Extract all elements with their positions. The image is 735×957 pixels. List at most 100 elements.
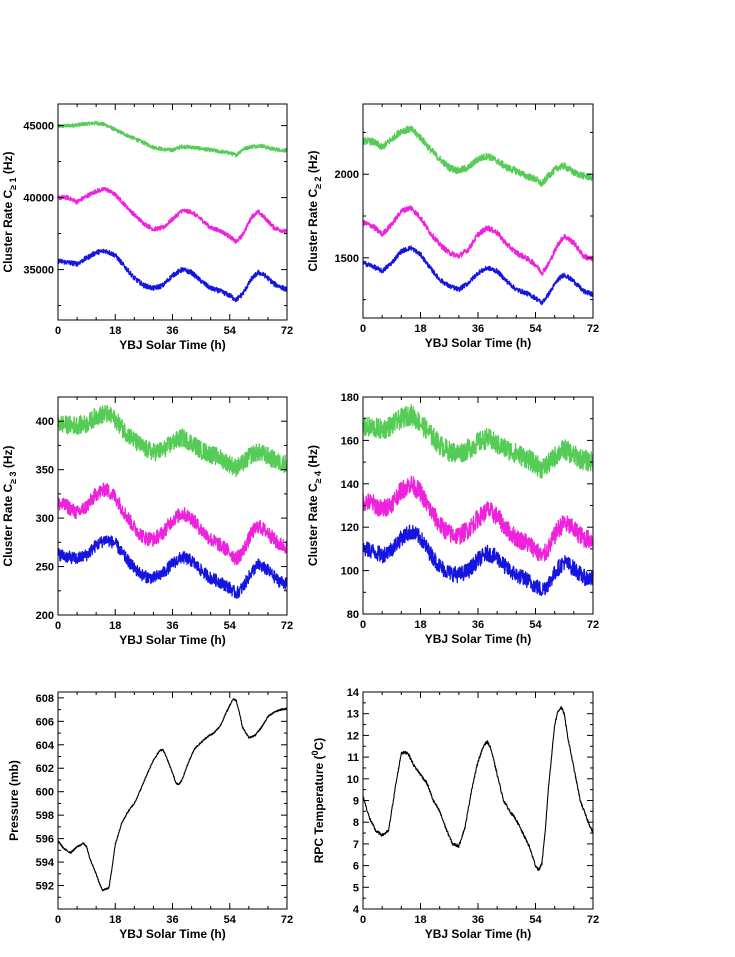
x-tick-label-c3-4: 72 (281, 620, 293, 632)
plot-frame-c1 (57, 103, 288, 321)
chart-c6: 0 18 36 54 72 4 5 6 7 8 9 10 11 12 13 14 YBJ Solar Time … (310, 687, 599, 941)
y-tick-label-c4-5: 180 (341, 392, 359, 404)
y-axis-label-c4: Cluster Rate C≥ 4 (Hz) (306, 445, 323, 566)
chart-c1: 0 18 36 54 72 35000 40000 45000 YBJ Solar Time (… (1, 103, 293, 352)
y-tick-label-c4-3: 140 (341, 479, 359, 491)
y-axis-label-part: Pressure (mb) (7, 760, 21, 841)
series-line-c2-2 (362, 245, 594, 306)
series-line-c4-1 (362, 475, 594, 562)
x-tick-label-c6-4: 72 (587, 914, 599, 926)
y-tick-label-c4-2: 120 (341, 522, 359, 534)
x-tick-label-c2-3: 54 (529, 323, 542, 335)
x-tick-label-c4-3: 54 (529, 619, 542, 631)
y-tick-label-c3-1: 250 (36, 562, 54, 574)
series-line-c1-1 (57, 186, 288, 244)
x-tick-label-c5-2: 36 (166, 914, 178, 926)
x-tick-label-c6-0: 0 (360, 914, 366, 926)
plot-frame-c5 (57, 691, 288, 910)
series-line-c3-0 (57, 405, 288, 478)
y-tick-label-c5-1: 594 (36, 857, 55, 869)
chart-c5: 0 18 36 54 72 592 594 596 598 600 602 604 606 608 YBJ … (7, 691, 293, 941)
series-line-c3-1 (57, 482, 288, 566)
y-axis-label-part: C) (312, 738, 326, 751)
x-tick-label-c4-2: 36 (472, 619, 484, 631)
x-tick-label-c4-4: 72 (587, 619, 599, 631)
plot-frame-c3 (57, 396, 288, 616)
x-tick-label-c5-0: 0 (55, 914, 61, 926)
y-tick-label-c6-5: 9 (353, 796, 359, 808)
y-axis-label-part: Cluster Rate C (1, 484, 15, 567)
y-axis-label-c3: Cluster Rate C≥ 3 (Hz) (1, 445, 18, 566)
x-axis-label-c1: YBJ Solar Time (h) (119, 338, 225, 352)
y-tick-label-c5-0: 592 (36, 881, 54, 893)
series-line-c5-0 (57, 698, 288, 892)
series-line-c4-2 (362, 524, 594, 597)
series-line-c4-0 (362, 404, 594, 479)
series-line-c1-2 (57, 248, 288, 303)
y-axis-label-part: ≥ 2 (313, 176, 323, 188)
x-tick-label-c2-1: 18 (414, 323, 426, 335)
y-tick-label-c6-9: 13 (347, 709, 359, 721)
y-tick-label-c6-10: 14 (347, 687, 360, 699)
y-tick-label-c2-0: 1500 (335, 253, 359, 265)
series-line-c2-0 (362, 125, 594, 187)
y-tick-label-c1-0: 35000 (23, 265, 54, 277)
x-tick-label-c5-4: 72 (281, 914, 293, 926)
y-axis-label-part: (Hz) (1, 151, 15, 177)
x-tick-label-c2-2: 36 (472, 323, 484, 335)
x-tick-label-c1-0: 0 (55, 325, 61, 337)
x-tick-label-c1-3: 54 (224, 325, 237, 337)
x-tick-label-c1-4: 72 (281, 325, 293, 337)
y-axis-label-c5: Pressure (mb) (7, 760, 21, 841)
y-axis-label-part: 0 (310, 750, 320, 755)
y-tick-label-c1-2: 45000 (23, 121, 54, 133)
y-tick-label-c5-6: 604 (36, 740, 55, 752)
x-tick-label-c1-2: 36 (166, 325, 178, 337)
x-axis-label-c4: YBJ Solar Time (h) (425, 632, 531, 646)
chart-c2: 0 18 36 54 72 1500 2000 YBJ Solar Time (h) Clust… (306, 103, 599, 350)
x-tick-label-c6-3: 54 (529, 914, 542, 926)
y-tick-label-c4-1: 100 (341, 566, 359, 578)
y-tick-label-c5-8: 608 (36, 693, 54, 705)
y-axis-label-part: Cluster Rate C (306, 189, 320, 272)
chart-c4: 0 18 36 54 72 80 100 120 140 160 180 YBJ Solar Time… (306, 392, 599, 646)
y-tick-label-c4-0: 80 (347, 609, 359, 621)
y-tick-label-c3-0: 200 (36, 610, 54, 622)
y-tick-label-c3-3: 350 (36, 465, 54, 477)
x-tick-label-c3-3: 54 (224, 620, 237, 632)
x-tick-label-c2-0: 0 (360, 323, 366, 335)
x-tick-label-c2-4: 72 (587, 323, 599, 335)
y-axis-label-part: ≥ 4 (313, 471, 323, 483)
x-tick-label-c5-1: 18 (109, 914, 121, 926)
y-axis-label-part: RPC Temperature ( (312, 755, 326, 863)
y-axis-label-part: (Hz) (306, 445, 320, 471)
series-line-c1-0 (57, 120, 288, 158)
y-tick-label-c5-5: 602 (36, 763, 54, 775)
y-tick-label-c5-4: 600 (36, 787, 54, 799)
x-tick-label-c4-0: 0 (360, 619, 366, 631)
y-tick-label-c4-4: 160 (341, 435, 359, 447)
x-axis-label-c6: YBJ Solar Time (h) (425, 927, 531, 941)
chart-c3: 0 18 36 54 72 200 250 300 350 400 YBJ Solar Time (… (1, 396, 293, 647)
series-line-c2-1 (362, 205, 594, 276)
y-tick-label-c5-3: 598 (36, 810, 54, 822)
y-tick-label-c5-2: 596 (36, 834, 54, 846)
y-tick-label-c6-7: 11 (347, 752, 359, 764)
y-axis-label-part: Cluster Rate C (1, 190, 15, 273)
x-tick-label-c6-1: 18 (414, 914, 426, 926)
y-tick-label-c1-1: 40000 (23, 193, 54, 205)
y-tick-label-c5-7: 606 (36, 716, 54, 728)
y-tick-label-c6-2: 6 (353, 861, 359, 873)
x-tick-label-c6-2: 36 (472, 914, 484, 926)
y-tick-label-c6-0: 4 (353, 904, 360, 916)
x-axis-label-c3: YBJ Solar Time (h) (119, 633, 225, 647)
y-tick-label-c2-1: 2000 (335, 169, 359, 181)
x-tick-label-c4-1: 18 (414, 619, 426, 631)
y-axis-label-part: ≥ 1 (8, 177, 18, 189)
y-axis-label-part: Cluster Rate C (306, 483, 320, 566)
y-axis-label-c6: RPC Temperature (0C) (310, 738, 326, 864)
y-axis-label-part: ≥ 3 (8, 471, 18, 483)
y-tick-label-c6-4: 8 (353, 817, 359, 829)
